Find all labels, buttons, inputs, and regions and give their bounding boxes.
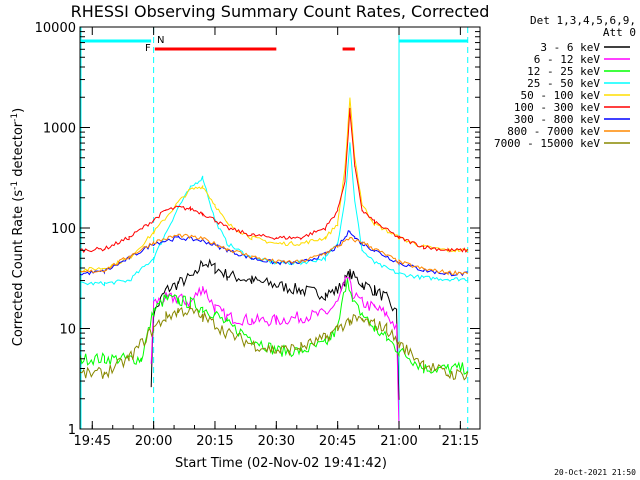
x-axis-ticks: 19:45 20:00 20:15 20:30 20:45 21:00 21:15	[74, 27, 479, 449]
x-tick-label: 21:15	[442, 434, 479, 449]
y-axis-label-sup2: -1	[10, 113, 20, 122]
night-flag-label: N	[157, 35, 164, 46]
legend-header-att: Att 0	[603, 26, 636, 39]
flare-flag-label: F	[145, 43, 151, 54]
y-axis-label-sup: -1	[10, 181, 20, 190]
y-tick-label: 1000	[43, 122, 76, 137]
legend-header: Det 1,3,4,5,6,9,	[530, 14, 636, 27]
x-tick-label: 20:45	[319, 434, 356, 449]
x-tick-label: 20:15	[196, 434, 233, 449]
x-axis-label: Start Time (02-Nov-02 19:41:42)	[175, 456, 387, 471]
legend-entry-label: 12 - 25 keV	[527, 65, 600, 78]
x-tick-label: 20:30	[258, 434, 295, 449]
y-axis-ticks: 1 10 100 1000 10000	[35, 21, 480, 438]
legend-entry-label: 50 - 100 keV	[521, 89, 601, 102]
generated-timestamp: 20-Oct-2021 21:50	[554, 468, 636, 477]
y-tick-label: 1	[68, 423, 76, 438]
chart-title: RHESSI Observing Summary Count Rates, Co…	[71, 2, 490, 21]
legend-entry-label: 3 - 6 keV	[540, 41, 600, 54]
legend-entry-label: 7000 - 15000 keV	[494, 137, 600, 150]
x-tick-label: 19:45	[74, 434, 111, 449]
plot-area	[80, 27, 469, 429]
legend-entry-label: 800 - 7000 keV	[507, 125, 600, 138]
x-tick-label: 21:00	[380, 434, 417, 449]
legend-entry-label: 300 - 800 keV	[514, 113, 600, 126]
series-line-8	[79, 305, 469, 381]
y-tick-label: 10	[59, 323, 76, 338]
x-tick-label: 20:00	[135, 434, 172, 449]
series-layer	[79, 97, 469, 427]
series-line-7	[79, 233, 468, 276]
series-line-5	[79, 107, 469, 254]
legend-entry-label: 100 - 300 keV	[514, 101, 600, 114]
y-tick-label: 10000	[35, 21, 76, 36]
series-line-4	[79, 97, 469, 273]
y-axis-label-end: )	[11, 108, 26, 113]
y-axis-label-tail: detector	[11, 121, 26, 181]
series-line-6	[79, 230, 468, 277]
y-axis-label: Corrected Count Rate (s-1 detector-1)	[10, 108, 26, 346]
y-axis-label-main: Corrected Count Rate (s	[11, 190, 26, 347]
y-tick-label: 100	[51, 222, 76, 237]
legend-entry-label: 6 - 12 keV	[534, 53, 601, 66]
series-line-0	[150, 258, 400, 400]
legend-entry-label: 25 - 50 keV	[527, 77, 600, 90]
annotation-layer: FN	[80, 35, 468, 54]
